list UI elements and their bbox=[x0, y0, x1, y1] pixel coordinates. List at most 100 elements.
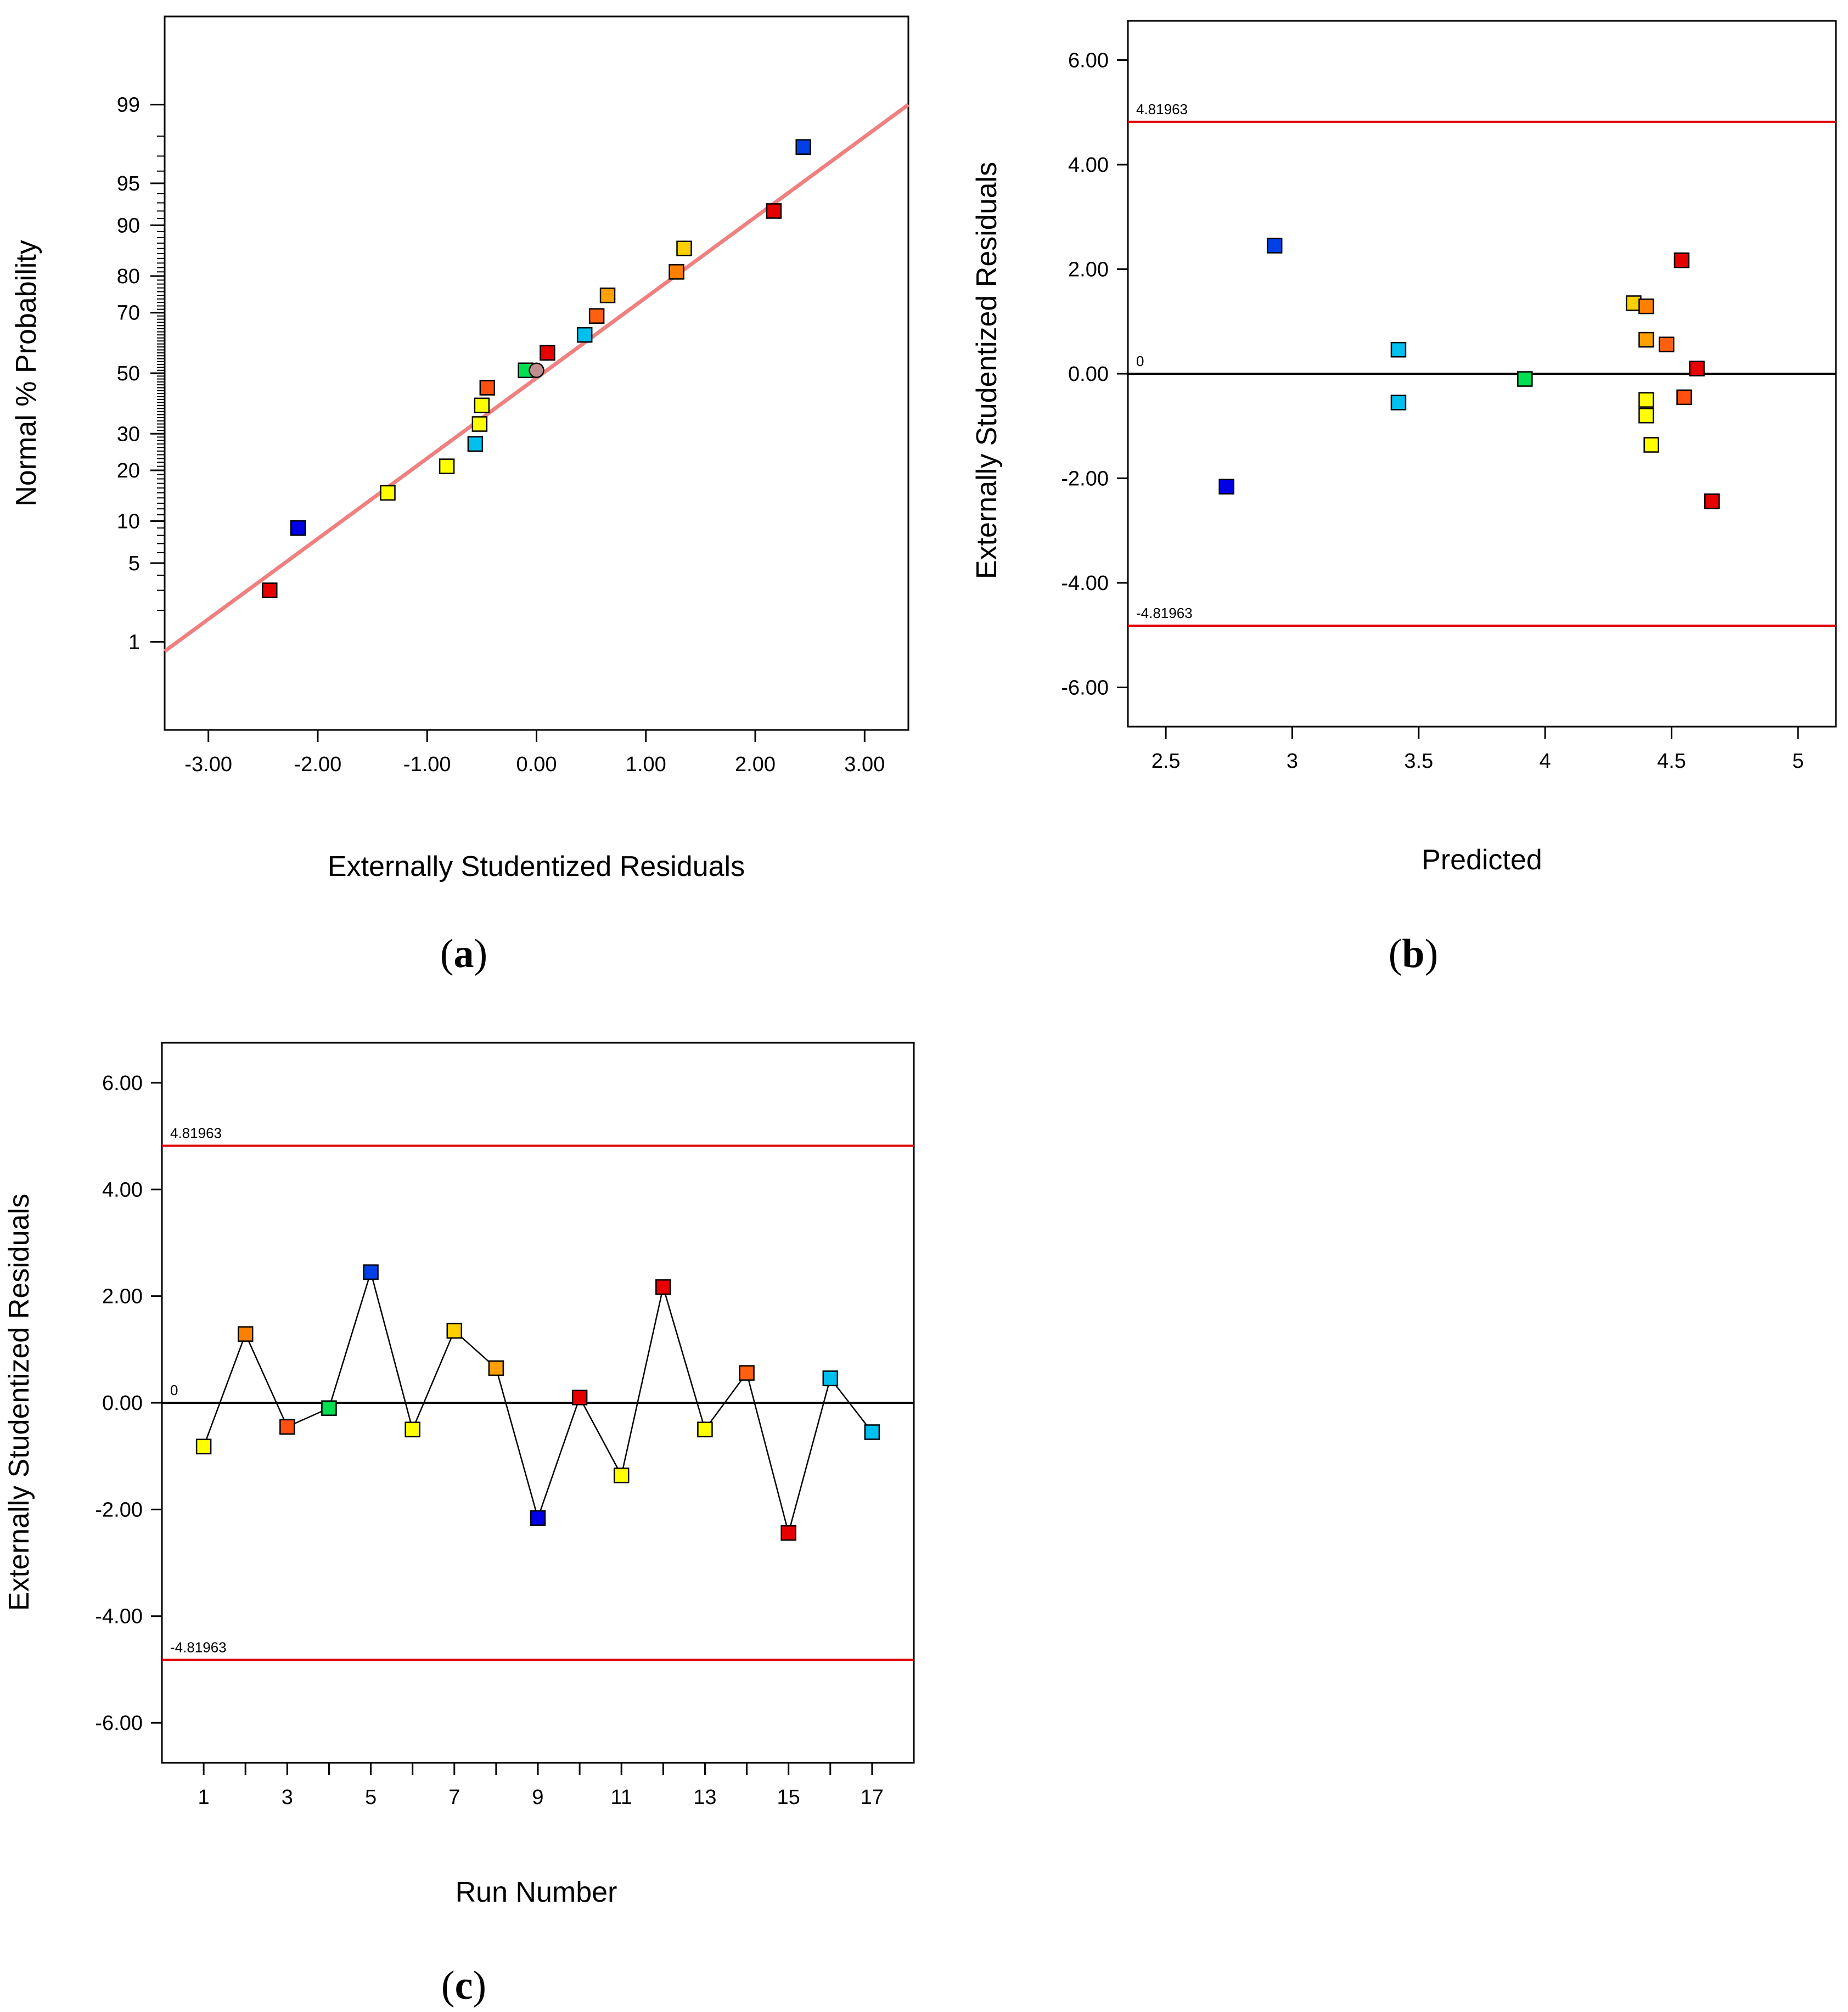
upper-limit-label: 4.81963 bbox=[170, 1125, 222, 1142]
y-tick-label: 30 bbox=[117, 423, 140, 446]
data-point bbox=[795, 139, 811, 155]
data-point bbox=[290, 520, 306, 536]
y-tick-label: 95 bbox=[117, 172, 140, 195]
x-tick-label: 9 bbox=[532, 1786, 543, 1809]
data-point bbox=[766, 203, 782, 219]
data-point bbox=[405, 1421, 420, 1437]
y-tick-label: 0.00 bbox=[1068, 363, 1109, 386]
x-tick-label: 11 bbox=[610, 1786, 632, 1809]
x-tick-label: 3.00 bbox=[844, 753, 885, 776]
data-point bbox=[576, 327, 593, 343]
data-point bbox=[1689, 361, 1705, 376]
data-point bbox=[488, 1360, 504, 1376]
zero-label: 0 bbox=[170, 1382, 178, 1398]
panel-b-residuals-vs-predicted: -6.00 -4.00 -2.00 0.00 2.00 4.00 6.00 2.5 3 3.5 4 4… bbox=[971, 20, 1837, 976]
x-tick-label: -3.00 bbox=[184, 753, 232, 776]
data-point bbox=[321, 1400, 337, 1416]
x-tick-label: 2.5 bbox=[1152, 750, 1181, 773]
x-tick-label: 5 bbox=[1792, 750, 1804, 773]
x-axis-title: Externally Studentized Residuals bbox=[328, 851, 745, 883]
panel-label-letter: a bbox=[454, 931, 474, 976]
y-tick-label: -2.00 bbox=[1061, 468, 1109, 491]
data-point bbox=[529, 362, 544, 378]
data-point bbox=[540, 345, 555, 361]
y-tick-label: 80 bbox=[117, 265, 140, 288]
x-tick-label: 5 bbox=[365, 1786, 377, 1809]
data-point bbox=[262, 582, 278, 598]
lower-limit-label: -4.81963 bbox=[1136, 605, 1193, 621]
data-point bbox=[669, 264, 684, 280]
data-point bbox=[1517, 371, 1533, 387]
data-point bbox=[237, 1326, 254, 1342]
data-point bbox=[1643, 437, 1659, 453]
y-tick-label: 10 bbox=[117, 510, 140, 533]
x-axis-title: Predicted bbox=[1422, 844, 1542, 876]
y-tick-label: -6.00 bbox=[95, 1712, 143, 1735]
data-point bbox=[279, 1419, 295, 1435]
data-point bbox=[588, 308, 605, 324]
x-tick-label: 1 bbox=[198, 1786, 210, 1809]
data-point bbox=[780, 1525, 796, 1541]
data-point bbox=[571, 1390, 588, 1406]
upper-limit-label: 4.81963 bbox=[1136, 101, 1188, 117]
data-point bbox=[613, 1467, 630, 1483]
x-tick-label: -2.00 bbox=[294, 753, 342, 776]
x-tick-label: 0.00 bbox=[516, 753, 557, 776]
y-tick-label: 90 bbox=[117, 214, 140, 237]
data-point bbox=[599, 287, 616, 304]
y-tick-label: 20 bbox=[117, 459, 140, 482]
data-point bbox=[1390, 395, 1407, 411]
y-tick-label: 99 bbox=[117, 94, 140, 117]
x-tick-label: -1.00 bbox=[403, 753, 451, 776]
y-tick-label: -4.00 bbox=[1061, 572, 1109, 595]
data-point bbox=[1638, 407, 1654, 424]
data-point bbox=[195, 1438, 212, 1454]
x-tick-label: 3 bbox=[282, 1786, 293, 1809]
y-axis-title: Normal % Probability bbox=[10, 240, 42, 507]
x-tick-label: 1.00 bbox=[626, 753, 666, 776]
y-tick-label: 0.00 bbox=[102, 1392, 143, 1415]
data-point bbox=[739, 1365, 755, 1381]
data-point bbox=[1659, 336, 1675, 352]
data-point bbox=[530, 1510, 546, 1526]
y-tick-label: 1 bbox=[128, 631, 140, 654]
y-tick-label: 2.00 bbox=[1068, 258, 1109, 281]
x-tick-label: 13 bbox=[693, 1786, 716, 1809]
data-point bbox=[1704, 493, 1720, 509]
data-point bbox=[676, 240, 692, 257]
panel-c-residuals-vs-run: -6.00-4.00-2.000.002.004.006.001 3 5 7 9 11 13… bbox=[3, 1042, 915, 2008]
data-point bbox=[471, 416, 488, 432]
x-tick-label: 3.5 bbox=[1404, 750, 1433, 773]
data-point bbox=[1266, 238, 1283, 254]
y-tick-label: 50 bbox=[117, 362, 140, 385]
y-axis-title: Externally Studentized Residuals bbox=[971, 162, 1003, 579]
data-point bbox=[1390, 341, 1407, 358]
x-axis-title: Run Number bbox=[456, 1876, 617, 1908]
data-point bbox=[655, 1279, 671, 1295]
data-point bbox=[1638, 331, 1654, 348]
data-point bbox=[479, 380, 496, 396]
x-tick-label: 15 bbox=[777, 1786, 800, 1809]
x-tick-label: 4 bbox=[1540, 750, 1551, 773]
data-point bbox=[363, 1264, 379, 1280]
x-tick-label: 4.5 bbox=[1657, 750, 1686, 773]
panel-label: (b) bbox=[1389, 931, 1438, 976]
y-tick-label: -4.00 bbox=[95, 1605, 143, 1628]
panel-label: (a) bbox=[440, 931, 487, 976]
y-tick-label: 70 bbox=[117, 302, 140, 325]
data-point bbox=[1638, 298, 1654, 314]
data-point bbox=[1673, 252, 1690, 268]
x-tick-label: 17 bbox=[861, 1786, 884, 1809]
data-point bbox=[1676, 389, 1692, 406]
panel-a-normal-probability-plot: -3.00 -2.00 -1.00 0.00 1.00 2.00 3.00 1 5 10 20 30 5… bbox=[10, 15, 910, 976]
zero-label: 0 bbox=[1136, 353, 1144, 369]
data-point bbox=[864, 1424, 880, 1440]
y-tick-label: 6.00 bbox=[1068, 49, 1109, 72]
data-point bbox=[822, 1370, 839, 1386]
y-tick-label: 4.00 bbox=[1068, 154, 1109, 177]
y-tick-label: 2.00 bbox=[102, 1285, 143, 1308]
y-tick-label: 5 bbox=[128, 552, 140, 575]
x-tick-label: 7 bbox=[448, 1786, 460, 1809]
y-tick-label: -6.00 bbox=[1061, 677, 1109, 700]
data-point bbox=[474, 397, 490, 414]
